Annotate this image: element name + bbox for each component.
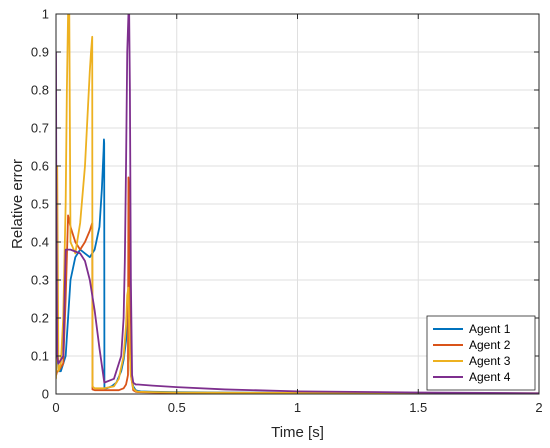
x-tick-label: 0: [52, 400, 59, 415]
x-tick-label: 0.5: [168, 400, 186, 415]
grid-lines: [55, 13, 540, 395]
series-layer: [56, 14, 539, 394]
series-line-agent-3: [56, 14, 539, 394]
y-tick-label: 0.1: [31, 349, 49, 364]
y-tick-label: 0.2: [31, 311, 49, 326]
y-tick-label: 0.5: [31, 197, 49, 212]
y-tick-label: 1: [42, 7, 49, 22]
legend-entry-label: Agent 2: [469, 338, 511, 352]
legend-entry-label: Agent 3: [469, 354, 511, 368]
y-tick-label: 0: [42, 387, 49, 402]
series-line-agent-4: [56, 14, 539, 394]
y-tick-label: 0.8: [31, 83, 49, 98]
legend-entry-label: Agent 4: [469, 370, 511, 384]
y-tick-label: 0.4: [31, 235, 49, 250]
y-tick-label: 0.3: [31, 273, 49, 288]
y-tick-label: 0.9: [31, 45, 49, 60]
x-tick-label: 1: [294, 400, 301, 415]
y-tick-label: 0.7: [31, 121, 49, 136]
x-axis-label: Time [s]: [271, 424, 324, 441]
y-tick-label: 0.6: [31, 159, 49, 174]
axis-ticks: 0 0.5 1 1.5 2 0 0.1 0.2 0.3 0.4 0.5 0.6 0.7 0.8 0.9 1: [31, 7, 543, 416]
y-axis-label: Relative error: [9, 159, 26, 249]
x-tick-label: 2: [535, 400, 542, 415]
x-tick-label: 1.5: [409, 400, 427, 415]
legend: Agent 1 Agent 2 Agent 3 Agent 4: [426, 315, 536, 391]
legend-entry-label: Agent 1: [469, 322, 511, 336]
